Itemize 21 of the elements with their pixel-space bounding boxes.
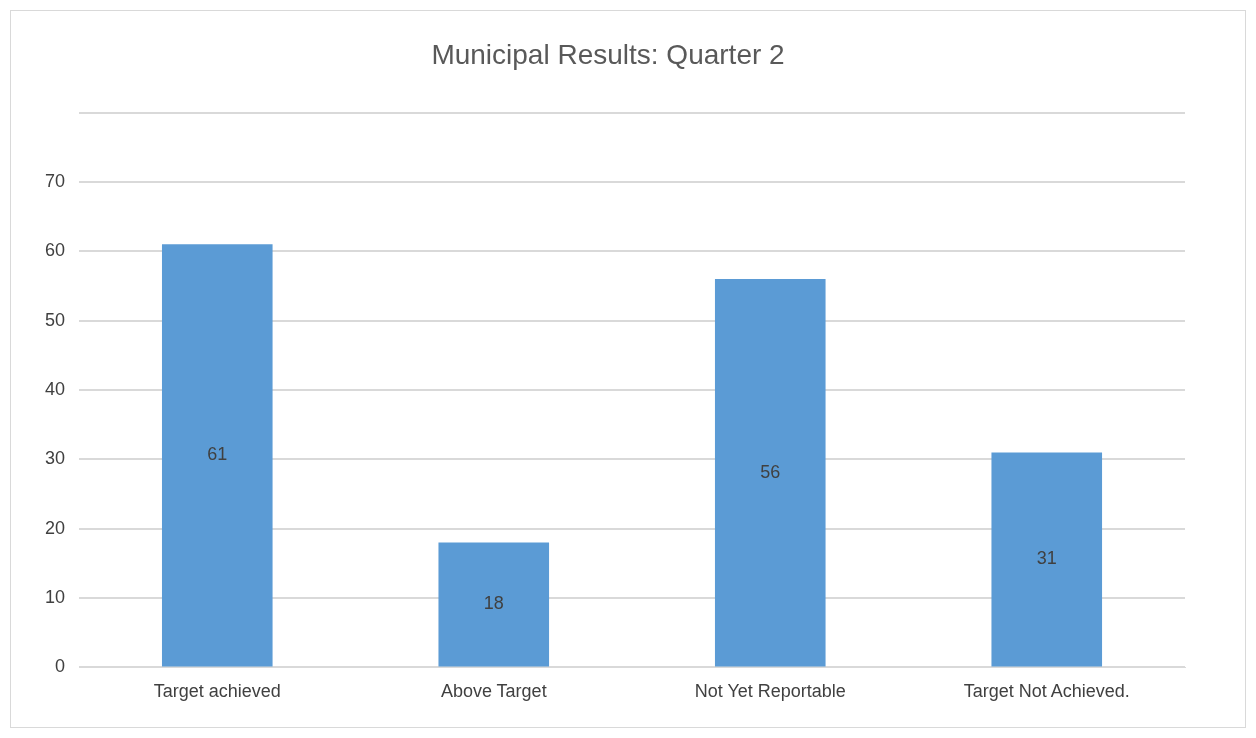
x-tick-label: Target Not Achieved.	[963, 681, 1130, 702]
data-label: 61	[207, 444, 228, 465]
bar	[161, 244, 273, 667]
y-tick-label: 0	[55, 656, 66, 677]
x-tick-label: Above Target	[440, 681, 547, 702]
bar	[714, 279, 826, 667]
bar	[438, 542, 550, 667]
data-label: 18	[483, 593, 504, 614]
y-tick-label: 70	[44, 170, 66, 191]
data-label: 56	[760, 461, 781, 482]
y-tick-label: 20	[44, 517, 66, 538]
y-tick-label: 50	[44, 309, 66, 330]
y-tick-label: 40	[44, 378, 66, 399]
bar	[991, 452, 1103, 667]
y-tick-label: 10	[44, 587, 66, 608]
data-label: 31	[1036, 548, 1057, 569]
x-tick-label: Not Yet Reportable	[694, 681, 846, 702]
x-tick-label: Target achieved	[153, 681, 281, 702]
chart-title: Municipal Results: Quarter 2	[431, 38, 785, 70]
y-tick-label: 30	[44, 448, 66, 469]
y-tick-label: 60	[44, 240, 66, 261]
